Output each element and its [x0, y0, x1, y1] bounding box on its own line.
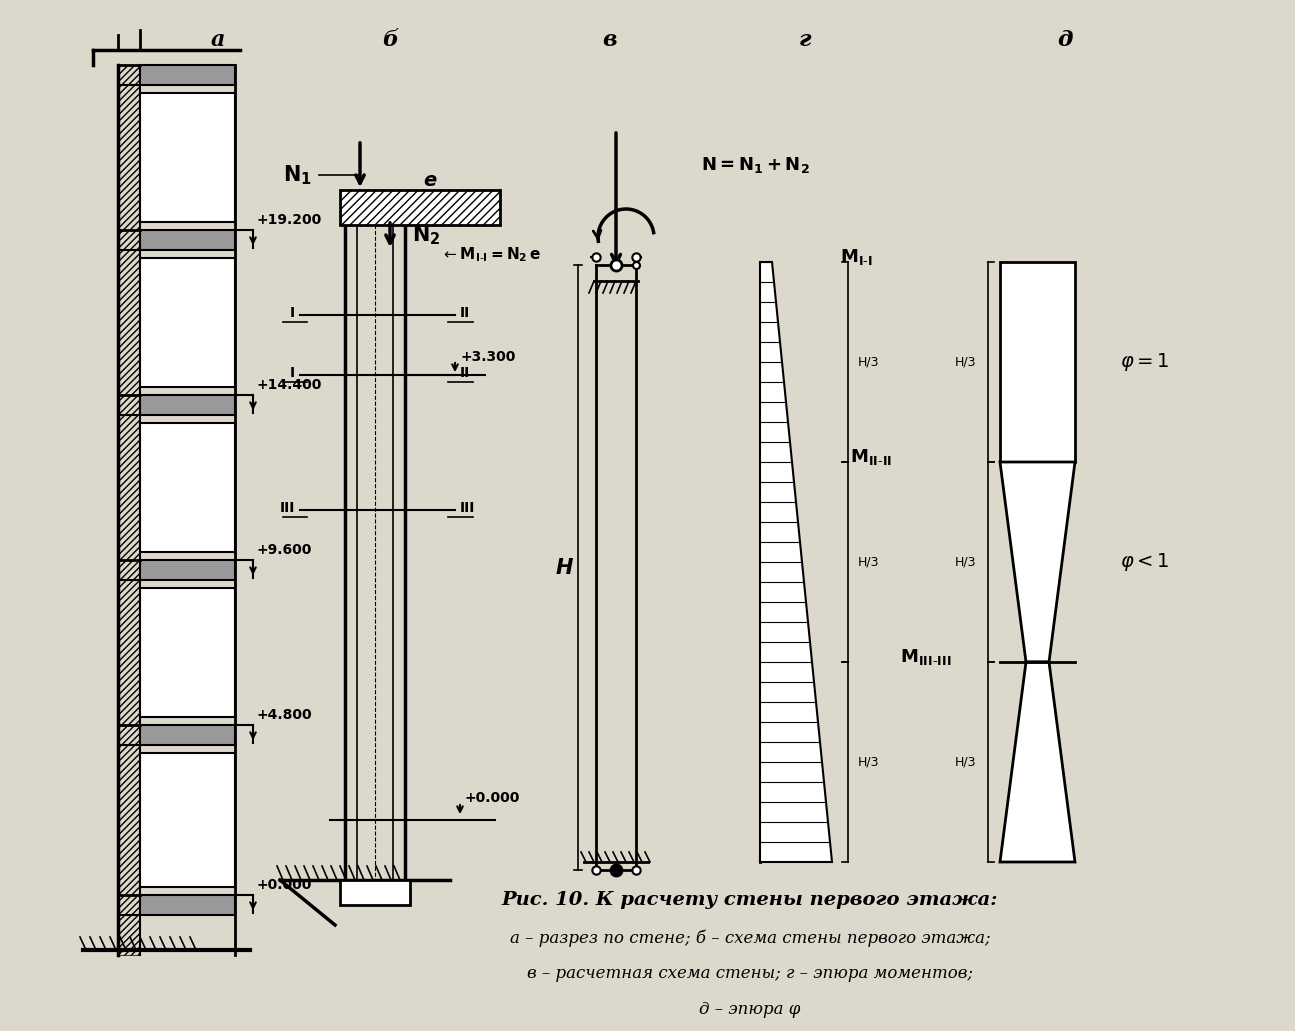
- Text: H/3: H/3: [859, 356, 879, 368]
- Text: в: в: [602, 29, 618, 51]
- Bar: [341, 190, 500, 225]
- Text: $\mathbf{M_{II\text{-}II}}$: $\mathbf{M_{II\text{-}II}}$: [850, 447, 892, 467]
- Bar: [140, 65, 234, 85]
- Text: II: II: [460, 366, 470, 380]
- Text: e: e: [423, 170, 436, 190]
- Text: д: д: [1057, 29, 1072, 51]
- Text: H/3: H/3: [859, 756, 879, 768]
- Text: $\mathbf{N_1}$: $\mathbf{N_1}$: [284, 163, 312, 187]
- Text: H/3: H/3: [859, 556, 879, 568]
- Polygon shape: [1000, 662, 1075, 862]
- Bar: [140, 560, 234, 580]
- Text: $\mathbf{M_{I\text{-}I}}$: $\mathbf{M_{I\text{-}I}}$: [840, 247, 873, 267]
- Text: $\mathbf{N = N_1 + N_2}$: $\mathbf{N = N_1 + N_2}$: [701, 155, 809, 175]
- Text: H/3: H/3: [954, 756, 976, 768]
- Text: б: б: [382, 29, 398, 51]
- Polygon shape: [760, 262, 831, 862]
- Text: $\mathbf{M_{III\text{-}III}}$: $\mathbf{M_{III\text{-}III}}$: [900, 647, 952, 667]
- Bar: [118, 65, 140, 955]
- Text: г: г: [799, 29, 811, 51]
- Bar: [140, 423, 234, 552]
- Bar: [341, 880, 411, 905]
- Text: д – эпюра φ: д – эпюра φ: [699, 1001, 800, 1019]
- Polygon shape: [1000, 462, 1075, 662]
- Text: $\leftarrow\mathbf{M_{I\text{-}I}=N_2\,e}$: $\leftarrow\mathbf{M_{I\text{-}I}=N_2\,e…: [442, 245, 541, 264]
- Bar: [140, 230, 234, 250]
- Text: +19.200: +19.200: [256, 213, 322, 227]
- Bar: [140, 93, 234, 222]
- Bar: [140, 895, 234, 914]
- Text: III: III: [280, 501, 295, 516]
- Bar: [140, 258, 234, 387]
- Bar: [140, 588, 234, 717]
- Bar: [341, 190, 500, 225]
- Text: в – расчетная схема стены; г – эпюра моментов;: в – расчетная схема стены; г – эпюра мом…: [527, 965, 973, 983]
- Text: +9.600: +9.600: [256, 543, 312, 557]
- Bar: [140, 753, 234, 887]
- Text: +0.000: +0.000: [465, 791, 521, 805]
- Text: I: I: [290, 366, 295, 380]
- Text: H/3: H/3: [954, 556, 976, 568]
- Text: +3.300: +3.300: [460, 350, 515, 364]
- Text: Рис. 10. К расчету стены первого этажа:: Рис. 10. К расчету стены первого этажа:: [501, 891, 998, 909]
- Text: H/3: H/3: [954, 356, 976, 368]
- Bar: [140, 725, 234, 745]
- Bar: [140, 395, 234, 415]
- Text: H: H: [556, 558, 572, 578]
- Text: $\mathbf{N_2}$: $\mathbf{N_2}$: [412, 223, 440, 246]
- Text: II: II: [460, 306, 470, 320]
- Text: +14.400: +14.400: [256, 378, 322, 392]
- Text: III: III: [460, 501, 475, 516]
- Text: $\varphi = 1$: $\varphi = 1$: [1120, 351, 1169, 373]
- Text: $\varphi < 1$: $\varphi < 1$: [1120, 551, 1169, 573]
- Text: I: I: [290, 306, 295, 320]
- Text: а – разрез по стене; б – схема стены первого этажа;: а – разрез по стене; б – схема стены пер…: [510, 929, 991, 946]
- Text: а: а: [211, 29, 225, 51]
- Bar: [1000, 262, 1075, 462]
- Text: +4.800: +4.800: [256, 708, 312, 722]
- Text: +0.000: +0.000: [256, 878, 312, 892]
